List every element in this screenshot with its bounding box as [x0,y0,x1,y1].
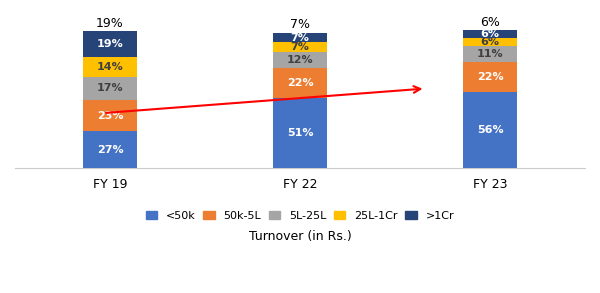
Bar [83,131,137,168]
Text: 7%: 7% [290,33,310,42]
Text: 17%: 17% [97,83,124,93]
Bar [274,68,326,98]
Text: 22%: 22% [287,79,313,88]
Text: 7%: 7% [290,18,310,31]
Bar [83,100,137,131]
Text: 27%: 27% [97,145,124,155]
Bar [463,47,517,62]
Text: 51%: 51% [287,128,313,138]
Text: 6%: 6% [481,29,499,39]
Bar [83,76,137,100]
Text: 23%: 23% [97,110,123,120]
Legend: <50k, 50k-5L, 5L-25L, 25L-1Cr, >1Cr: <50k, 50k-5L, 5L-25L, 25L-1Cr, >1Cr [143,207,457,224]
Text: 7%: 7% [290,42,310,52]
Text: 56%: 56% [476,125,503,135]
Bar [463,30,517,38]
Text: 19%: 19% [97,40,124,50]
Bar [274,52,326,68]
Bar [83,31,137,57]
Bar [274,98,326,168]
Bar [274,33,326,42]
Text: 14%: 14% [97,62,124,72]
X-axis label: Turnover (in Rs.): Turnover (in Rs.) [248,230,352,243]
Bar [463,92,517,168]
Bar [274,42,326,52]
Bar [463,38,517,47]
Bar [463,62,517,92]
Text: 11%: 11% [476,49,503,59]
Text: 19%: 19% [96,17,124,30]
Text: 6%: 6% [480,16,500,29]
Bar [83,57,137,76]
Text: 6%: 6% [481,38,499,47]
Text: 22%: 22% [476,71,503,81]
Text: 12%: 12% [287,55,313,65]
